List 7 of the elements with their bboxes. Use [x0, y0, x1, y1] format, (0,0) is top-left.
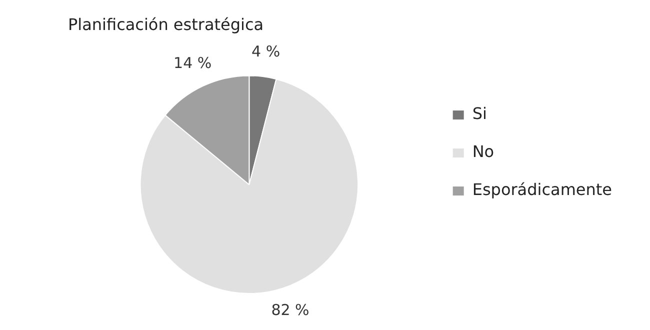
data-label: 4 %	[252, 42, 280, 61]
data-label: 14 %	[174, 54, 212, 72]
legend-label: Esporádicamente	[472, 180, 612, 200]
chart-title: Planificación estratégica	[68, 14, 264, 34]
legend-label: Si	[472, 104, 487, 124]
legend-label: No	[472, 142, 494, 162]
data-label: 82 %	[271, 300, 310, 319]
